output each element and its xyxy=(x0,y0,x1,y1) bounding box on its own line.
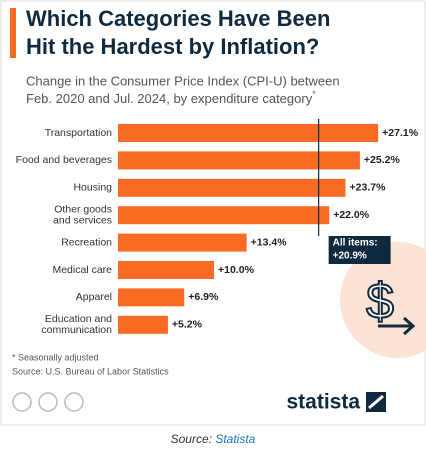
svg-text:$: $ xyxy=(366,273,394,329)
y-tick-label: and services xyxy=(53,214,112,226)
value-label: +6.9% xyxy=(188,291,219,303)
y-tick-label: Recreation xyxy=(61,236,112,248)
reference-box xyxy=(328,236,391,264)
value-label: +22.0% xyxy=(333,209,370,221)
title-accent xyxy=(10,8,16,58)
bar xyxy=(118,206,330,225)
subtitle: Change in the Consumer Price Index (CPI-… xyxy=(26,73,340,88)
y-tick-label: Medical care xyxy=(52,264,112,276)
value-label: +5.2% xyxy=(172,319,203,331)
y-tick-label: Apparel xyxy=(76,291,112,303)
y-tick-label: Transportation xyxy=(45,127,112,139)
note: * Seasonally adjusted xyxy=(12,352,99,362)
bar xyxy=(118,233,247,252)
caption: Source: Statista xyxy=(171,432,256,446)
value-label: +27.1% xyxy=(382,127,419,139)
bar xyxy=(118,151,360,170)
chart-title: Hit the Hardest by Inflation? xyxy=(26,34,319,59)
brand-logo xyxy=(368,394,384,410)
chart-title: Which Categories Have Been xyxy=(26,6,330,31)
value-label: +25.2% xyxy=(364,154,401,166)
y-tick-label: Other goods xyxy=(54,203,112,215)
subtitle-mark: * xyxy=(312,89,316,99)
reference-label: All items: xyxy=(333,238,378,249)
y-tick-label: Education and xyxy=(45,313,112,325)
decoration: $ xyxy=(340,242,426,358)
bar xyxy=(118,124,379,142)
bar xyxy=(118,288,185,307)
reference-value: +20.9% xyxy=(333,251,367,262)
license-icons xyxy=(12,392,84,412)
bar xyxy=(118,315,168,334)
caption-link[interactable]: Statista xyxy=(215,432,255,446)
note: Source: U.S. Bureau of Labor Statistics xyxy=(12,366,169,376)
y-tick-label: Housing xyxy=(73,182,112,194)
value-label: +13.4% xyxy=(251,236,288,248)
y-tick-label: Food and beverages xyxy=(16,154,112,166)
caption-label: Source: xyxy=(171,432,212,446)
brand: statista xyxy=(286,391,360,414)
bar xyxy=(118,261,214,279)
value-label: +10.0% xyxy=(218,264,255,276)
value-label: +23.7% xyxy=(350,182,387,194)
plot: Transportation +27.1% Food and beverages +2… xyxy=(16,119,419,336)
y-tick-label: communication xyxy=(41,324,112,336)
bar xyxy=(118,178,346,197)
subtitle: Feb. 2020 and Jul. 2024, by expenditure … xyxy=(26,91,313,106)
subtitle: Feb. 2020 and Jul. 2024, by expenditure … xyxy=(26,89,316,106)
